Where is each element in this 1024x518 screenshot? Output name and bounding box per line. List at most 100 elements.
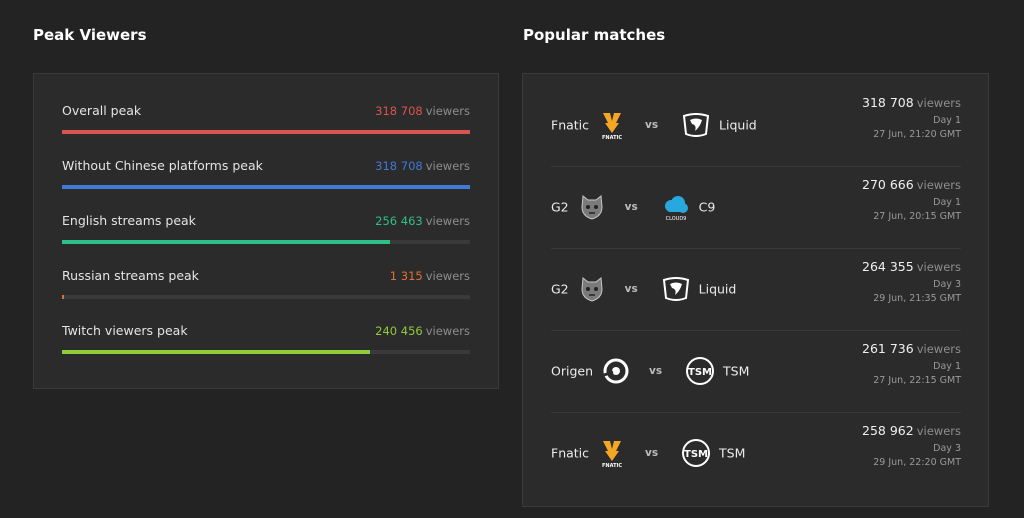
match-date: 27 Jun, 21:20 GMT [873, 129, 961, 140]
cloud9-logo-icon: CLOUD9 [661, 192, 691, 222]
svg-text:FNATIC: FNATIC [602, 463, 622, 468]
team1-name: Origen [551, 363, 593, 379]
match-viewers-unit: viewers [916, 342, 961, 356]
svg-text:TSM: TSM [684, 449, 708, 460]
peak-stat-unit: viewers [425, 104, 470, 118]
tsm-logo-icon: TSM [685, 356, 715, 386]
match-divider [551, 330, 961, 331]
peak-stat-label: English streams peak [62, 213, 196, 228]
team2-name: Liquid [698, 281, 737, 297]
match-date: 29 Jun, 21:35 GMT [873, 293, 961, 304]
team2-name: TSM [719, 445, 746, 461]
match-viewers-unit: viewers [916, 96, 961, 110]
peak-stat-number: 240 456 [375, 324, 423, 338]
peak-bar-fill [62, 185, 470, 189]
vs-label: vs [624, 201, 638, 213]
match-viewers-number: 318 708 [862, 95, 914, 110]
fnatic-logo-icon: FNATIC [597, 438, 627, 469]
peak-stat-label: Overall peak [62, 103, 142, 118]
svg-text:TSM: TSM [688, 367, 712, 378]
peak-bar-track [62, 350, 470, 354]
team1-name: Fnatic [551, 117, 590, 133]
match-viewers-unit: viewers [916, 178, 961, 192]
peak-stat-number: 318 708 [375, 159, 423, 173]
g2-logo-icon [577, 274, 607, 304]
tsm-logo-icon: TSM [681, 438, 711, 468]
match-divider [551, 412, 961, 413]
peak-stat-value: 318 708 viewers [375, 159, 470, 173]
match-info: 318 708 viewers Day 1 27 Jun, 21:20 GMT [862, 95, 961, 140]
peak-bar-track [62, 185, 470, 189]
match-row[interactable]: Fnatic FNATIC vs Liquid 318 708 viewers Day 1 2… [551, 84, 961, 166]
match-day: Day 3 [933, 279, 961, 290]
match-viewers: 258 962 viewers [862, 423, 961, 438]
peak-stat-value: 256 463 viewers [375, 214, 470, 228]
peak-stat-label: Without Chinese platforms peak [62, 158, 263, 173]
svg-text:FNATIC: FNATIC [602, 135, 622, 140]
match-row[interactable]: G2 vs Liquid 264 355 viewers Day 3 29 Jun, 21:… [551, 248, 961, 330]
peak-bar-fill [62, 240, 391, 244]
svg-text:CLOUD9: CLOUD9 [665, 216, 686, 222]
team1-name: G2 [551, 199, 569, 215]
vs-label: vs [649, 365, 663, 377]
match-viewers: 270 666 viewers [862, 177, 961, 192]
peak-bar-fill [62, 350, 371, 354]
match-viewers: 261 736 viewers [862, 341, 961, 356]
match-info: 258 962 viewers Day 3 29 Jun, 22:20 GMT [862, 423, 961, 468]
peak-stat-unit: viewers [425, 159, 470, 173]
peak-stat-row: Without Chinese platforms peak 318 708 vie… [62, 158, 470, 213]
vs-label: vs [645, 447, 659, 459]
peak-stat-row: Russian streams peak 1 315 viewers [62, 268, 470, 323]
peak-stat-value: 1 315 viewers [390, 269, 470, 283]
peak-stat-unit: viewers [425, 324, 470, 338]
match-row[interactable]: Origen vs TSM TSM 261 736 viewers Day 1 27 Jun,… [551, 330, 961, 412]
team1-name: G2 [551, 281, 569, 297]
peak-bar-track [62, 240, 470, 244]
peak-stat-row: English streams peak 256 463 viewers [62, 213, 470, 268]
peak-stat-value: 240 456 viewers [375, 324, 470, 338]
match-day: Day 1 [933, 197, 961, 208]
peak-stat-unit: viewers [425, 269, 470, 283]
peak-bar-track [62, 295, 470, 299]
team2-name: C9 [698, 199, 716, 215]
peak-stat-unit: viewers [425, 214, 470, 228]
peak-stat-number: 256 463 [375, 214, 423, 228]
peak-stat-number: 318 708 [375, 104, 423, 118]
match-day: Day 3 [933, 443, 961, 454]
match-divider [551, 166, 961, 167]
peak-viewers-card: Overall peak 318 708 viewers Without Chines… [33, 73, 499, 389]
peak-viewers-title: Peak Viewers [33, 26, 147, 44]
match-info: 261 736 viewers Day 1 27 Jun, 22:15 GMT [862, 341, 961, 386]
match-row[interactable]: G2 vs CLOUD9 C9 270 666 viewers Day 1 27 Jun, 2… [551, 166, 961, 248]
liquid-logo-icon [661, 274, 691, 304]
match-viewers: 264 355 viewers [862, 259, 961, 274]
origen-logo-icon [601, 356, 631, 386]
team2-name: Liquid [719, 117, 757, 133]
team1-name: Fnatic [551, 445, 590, 461]
match-viewers-number: 258 962 [862, 423, 914, 438]
match-viewers-number: 261 736 [862, 341, 914, 356]
peak-stat-label: Twitch viewers peak [62, 323, 188, 338]
match-viewers-number: 264 355 [862, 259, 914, 274]
peak-stat-row: Overall peak 318 708 viewers [62, 103, 470, 158]
match-info: 264 355 viewers Day 3 29 Jun, 21:35 GMT [862, 259, 961, 304]
match-date: 29 Jun, 22:20 GMT [873, 457, 961, 468]
match-divider [551, 248, 961, 249]
match-info: 270 666 viewers Day 1 27 Jun, 20:15 GMT [862, 177, 961, 222]
peak-bar-fill [62, 295, 65, 299]
peak-stat-label: Russian streams peak [62, 268, 199, 283]
liquid-logo-icon [681, 110, 711, 140]
match-viewers: 318 708 viewers [862, 95, 961, 110]
peak-bar-track [62, 130, 470, 134]
match-viewers-unit: viewers [916, 260, 961, 274]
match-day: Day 1 [933, 115, 961, 126]
peak-bar-fill [62, 130, 470, 134]
popular-matches-title: Popular matches [523, 26, 666, 44]
team2-name: TSM [723, 363, 750, 379]
peak-stat-number: 1 315 [389, 269, 423, 283]
fnatic-logo-icon: FNATIC [597, 110, 627, 141]
match-viewers-number: 270 666 [862, 177, 914, 192]
peak-stat-value: 318 708 viewers [375, 104, 470, 118]
